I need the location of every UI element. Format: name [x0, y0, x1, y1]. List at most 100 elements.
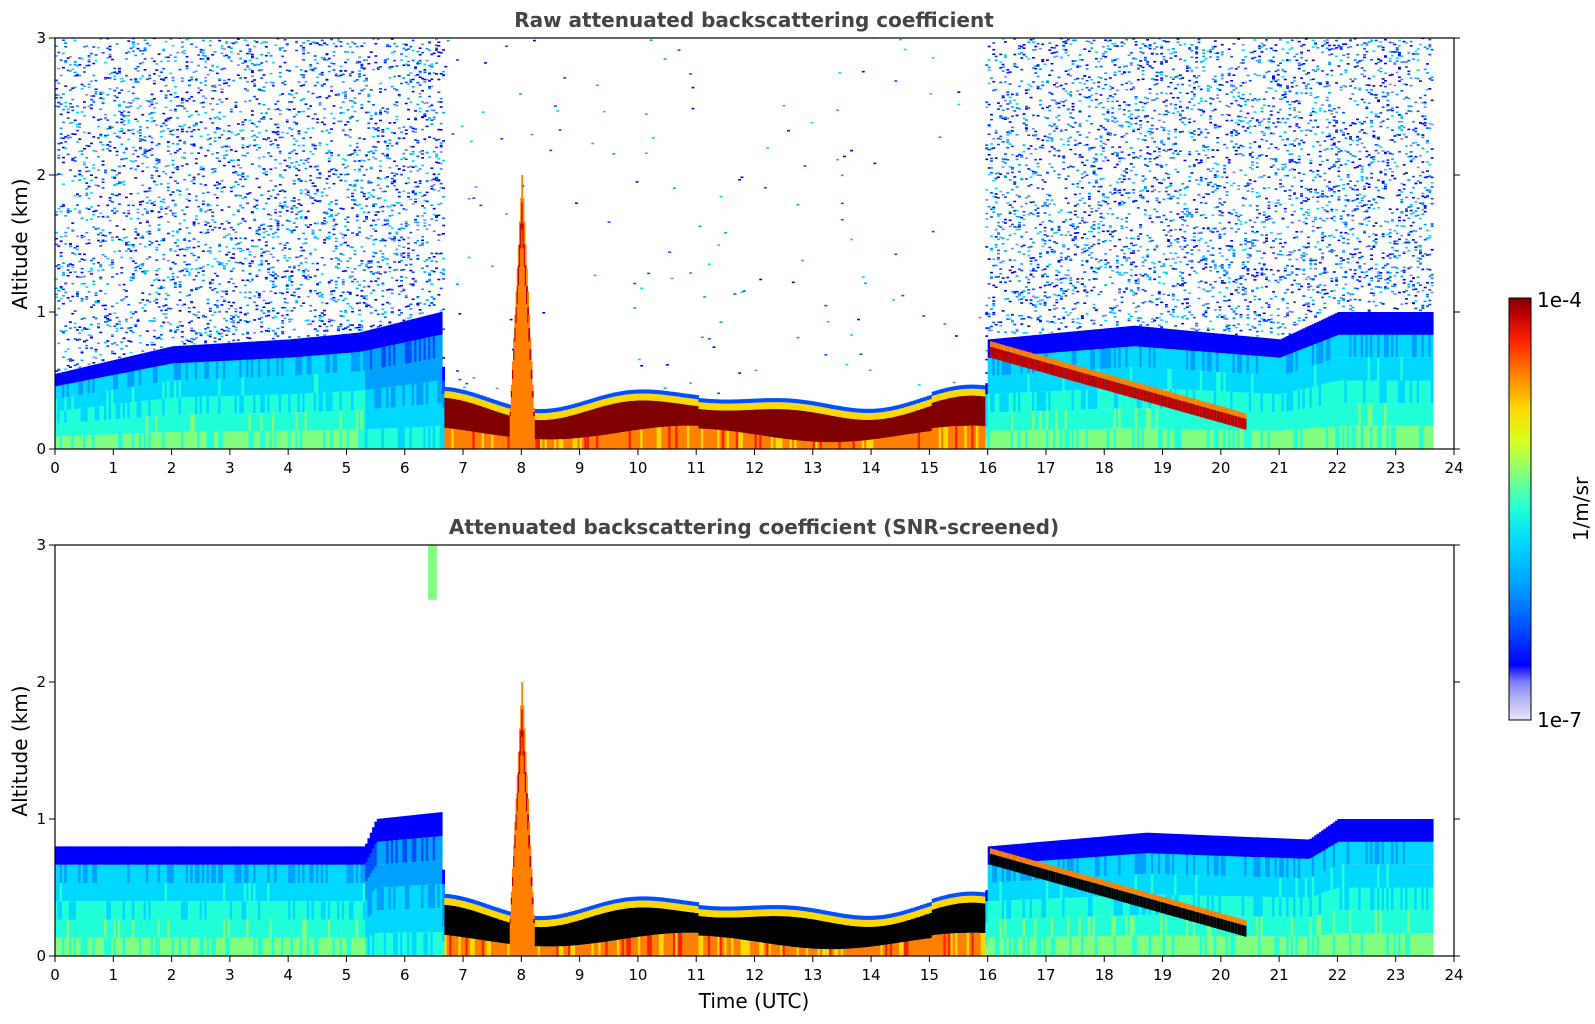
- panel-raw-cell: [97, 204, 100, 207]
- panel-raw-cell: [141, 433, 145, 449]
- panel-raw-cell: [404, 384, 408, 407]
- panel-raw-cell: [197, 396, 201, 415]
- panel-raw-cell: [62, 423, 65, 437]
- panel-raw-cell: [355, 62, 359, 64]
- panel-raw-cell: [320, 312, 324, 314]
- panel-raw-cell: [64, 243, 68, 245]
- panel-raw-cell: [243, 196, 247, 198]
- panel-raw-cell: [395, 428, 399, 449]
- panel-raw-cell: [390, 182, 394, 185]
- panel-raw-cell: [157, 243, 161, 246]
- panel-raw-cell: [421, 205, 424, 207]
- panel-raw-cell: [309, 165, 313, 168]
- panel-raw-cell: [386, 44, 389, 46]
- panel-raw-cell: [274, 285, 278, 288]
- panel-raw-cell: [62, 331, 65, 333]
- panel-raw-cell: [143, 208, 147, 210]
- panel-raw-cell: [309, 323, 313, 325]
- panel-raw-cell: [162, 129, 166, 132]
- panel-raw-cell: [129, 402, 133, 419]
- panel-raw-cell: [136, 165, 140, 167]
- panel-raw-cell: [90, 435, 93, 449]
- panel-raw-cell: [346, 229, 350, 231]
- panel-raw-cell: [323, 220, 326, 222]
- panel-raw-cell: [215, 431, 219, 449]
- panel-raw-cell: [267, 190, 271, 192]
- panel-raw-cell: [414, 340, 417, 362]
- panel-raw-cell: [269, 280, 273, 282]
- panel-raw-cell: [143, 304, 147, 306]
- panel-raw-cell: [437, 51, 441, 53]
- panel-raw-cell: [404, 264, 408, 266]
- panel-raw-cell: [388, 407, 392, 429]
- panel-raw-cell: [129, 257, 133, 259]
- panel-raw-cell: [423, 225, 427, 227]
- panel-raw-cell: [127, 248, 131, 250]
- panel-raw-cell: [111, 126, 114, 129]
- panel-raw-cell: [556, 110, 560, 112]
- panel-raw-cell: [118, 320, 121, 323]
- panel-raw-cell: [367, 151, 371, 153]
- panel-raw-cell: [190, 252, 194, 255]
- panel-raw-cell: [236, 123, 240, 125]
- panel-raw-cell: [367, 211, 371, 214]
- panel-raw-cell: [414, 201, 417, 203]
- panel-raw-cell: [358, 352, 361, 372]
- panel-raw-cell: [78, 123, 82, 125]
- panel-raw-cell: [87, 56, 91, 58]
- panel-raw-cell: [362, 370, 366, 391]
- panel-raw-cell: [439, 52, 443, 54]
- panel-raw-cell: [285, 288, 289, 290]
- panel-raw-cell: [255, 395, 259, 414]
- panel-raw-cell: [211, 314, 215, 316]
- panel-raw-cell: [178, 248, 182, 251]
- panel-raw-cell: [269, 301, 273, 303]
- panel-raw-cell: [180, 325, 184, 327]
- panel-raw-cell: [337, 176, 340, 178]
- panel-raw-cell: [472, 197, 476, 199]
- panel-raw-cell: [73, 422, 77, 436]
- panel-raw-cell: [432, 298, 436, 301]
- panel-raw-cell: [393, 269, 396, 271]
- panel-raw-cell: [208, 335, 212, 338]
- panel-raw-cell: [430, 426, 434, 449]
- panel-raw-cell: [155, 302, 159, 304]
- panel-raw-cell: [64, 60, 68, 62]
- panel-raw-cell: [351, 51, 354, 54]
- panel-raw-cell: [204, 243, 208, 246]
- panel-raw-cell: [442, 140, 445, 142]
- panel-raw-cell: [299, 305, 303, 307]
- panel-raw-cell: [325, 143, 329, 146]
- panel-raw-cell: [260, 330, 264, 333]
- panel-raw-cell: [55, 79, 58, 82]
- panel-raw-cell: [236, 242, 240, 245]
- panel-raw-cell: [92, 101, 96, 103]
- panel-raw-cell: [211, 211, 215, 214]
- panel-raw-cell: [234, 360, 238, 378]
- panel-raw-cell: [220, 263, 224, 266]
- panel-raw-cell: [85, 242, 89, 245]
- panel-raw-cell: [381, 313, 385, 315]
- panel-raw-cell: [57, 342, 61, 345]
- panel-raw-cell: [360, 329, 364, 331]
- panel-raw-cell: [173, 215, 177, 218]
- panel-raw-cell: [141, 401, 145, 418]
- panel-raw-cell: [332, 299, 336, 302]
- panel-raw-cell: [458, 393, 462, 400]
- panel-raw-cell: [197, 128, 201, 131]
- panel-raw-cell: [418, 361, 422, 384]
- panel-raw-cell: [442, 328, 445, 330]
- panel-raw-cell: [274, 197, 278, 199]
- panel-raw-cell: [372, 289, 375, 292]
- panel-raw-cell: [302, 302, 306, 304]
- panel-raw-cell: [225, 360, 229, 379]
- panel-raw-cell: [55, 296, 58, 298]
- panel-raw-cell: [318, 355, 322, 374]
- panel-raw-cell: [341, 242, 345, 245]
- panel-raw-cell: [290, 412, 294, 431]
- panel-raw-cell: [78, 381, 82, 396]
- panel-raw-cell: [57, 411, 61, 424]
- panel-raw-cell: [234, 413, 238, 432]
- panel-raw-cell: [346, 196, 350, 199]
- panel-raw-cell: [360, 320, 364, 322]
